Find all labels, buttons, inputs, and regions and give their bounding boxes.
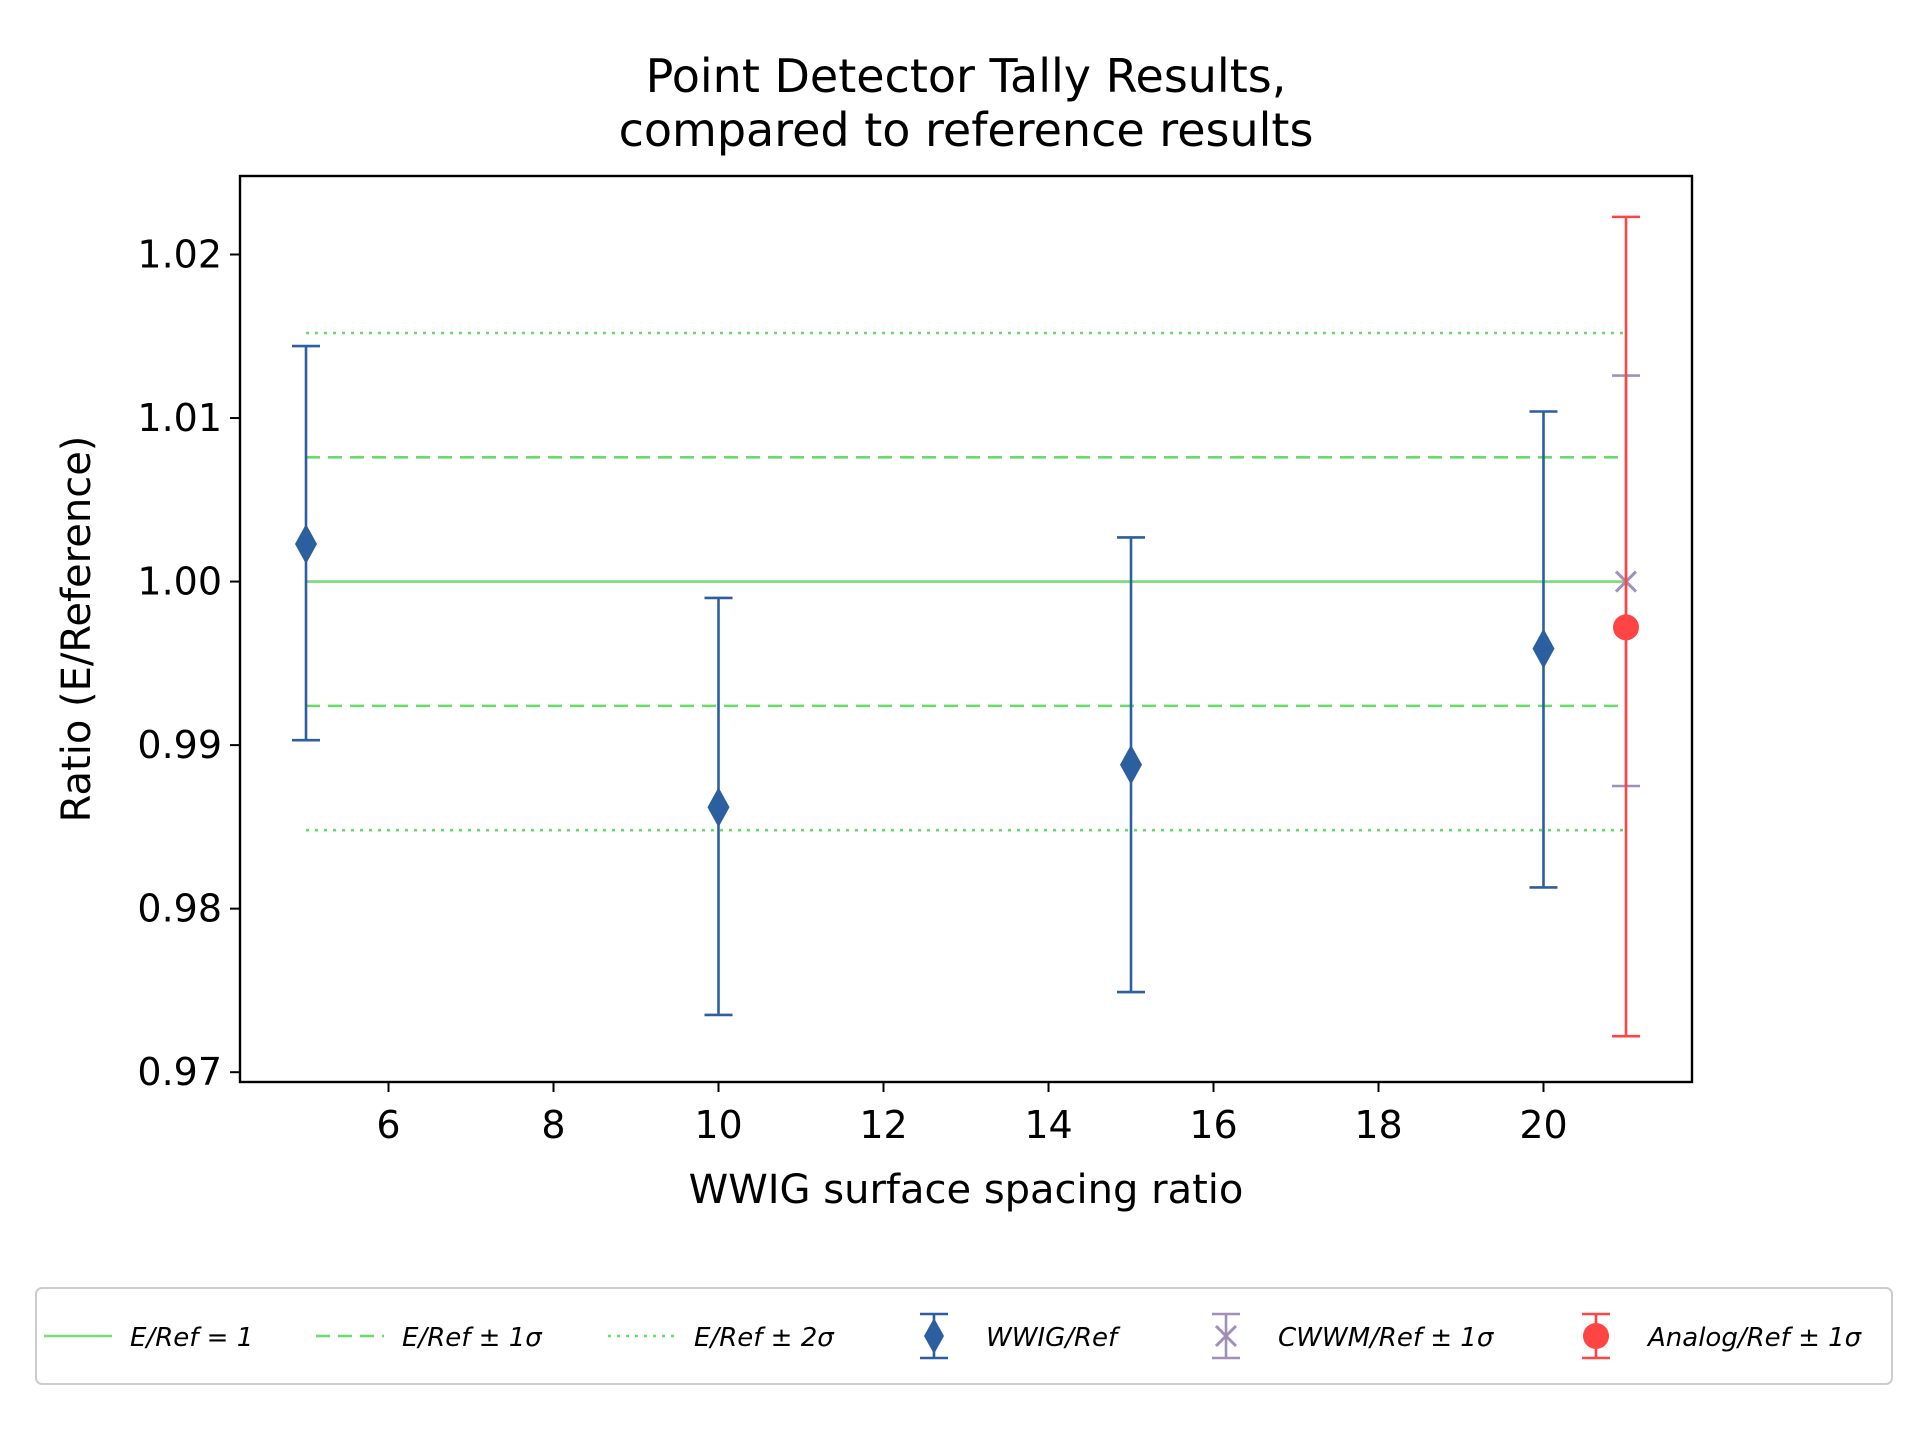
legend-swatch-circle (1583, 1323, 1609, 1349)
legend-entry: CWWM/Ref ± 1σ (1212, 1312, 1495, 1360)
x-tick-label: 6 (376, 1103, 400, 1147)
data-point-circle (1613, 614, 1639, 641)
chart-title-line: Point Detector Tally Results, (646, 49, 1287, 103)
y-tick-label: 0.99 (137, 723, 222, 767)
legend-label: E/Ref ± 1σ (402, 1323, 543, 1353)
x-tick-label: 18 (1354, 1103, 1402, 1147)
y-axis-label: Ratio (E/Reference) (54, 436, 100, 823)
legend-swatch-x (1214, 1324, 1238, 1348)
data-point-diamond (707, 787, 730, 828)
x-tick-label: 20 (1519, 1103, 1567, 1147)
x-tick-label: 10 (694, 1103, 742, 1147)
data-point-diamond (295, 523, 317, 564)
plot-area (238, 174, 1694, 1084)
legend-label: E/Ref ± 2σ (694, 1323, 835, 1353)
legend-entry: Analog/Ref ± 1σ (1582, 1312, 1863, 1360)
y-axis-ticks: 0.97 0.98 0.99 1.00 1.01 1.02 (137, 232, 240, 1094)
legend: E/Ref = 1 E/Ref ± 1σ E/Ref ± 2σ WWIG/Ref CWW… (35, 1287, 1893, 1385)
x-tick-label: 16 (1189, 1103, 1237, 1147)
legend-label: WWIG/Ref (986, 1323, 1121, 1353)
x-tick-label: 14 (1024, 1103, 1072, 1147)
y-tick-label: 1.00 (137, 560, 222, 604)
y-tick-label: 1.02 (137, 232, 222, 276)
data-point-diamond (1120, 744, 1142, 785)
legend-entry: WWIG/Ref (920, 1312, 1121, 1360)
legend-label: CWWM/Ref ± 1σ (1278, 1323, 1495, 1353)
legend-label: E/Ref = 1 (130, 1323, 253, 1353)
legend-entry: E/Ref ± 1σ (316, 1323, 543, 1353)
plot-frame (238, 174, 1694, 1084)
x-axis-label: WWIG surface spacing ratio (689, 1167, 1244, 1213)
y-tick-label: 0.97 (137, 1050, 222, 1094)
legend-frame (35, 1287, 1893, 1385)
chart-title-line: compared to reference results (619, 103, 1314, 157)
y-tick-label: 1.01 (137, 396, 222, 440)
x-axis-ticks: 6 8 10 12 14 16 18 20 (376, 1082, 1568, 1147)
chart-title: Point Detector Tally Results,compared to… (619, 49, 1314, 157)
data-point-diamond (1532, 628, 1555, 669)
y-tick-label: 0.98 (137, 887, 222, 931)
legend-entry: E/Ref ± 2σ (608, 1323, 835, 1353)
x-tick-label: 12 (859, 1103, 907, 1147)
x-tick-label: 8 (541, 1103, 565, 1147)
legend-label: Analog/Ref ± 1σ (1646, 1323, 1863, 1353)
legend-swatch-diamond (924, 1318, 944, 1354)
legend-entry: E/Ref = 1 (44, 1323, 253, 1353)
